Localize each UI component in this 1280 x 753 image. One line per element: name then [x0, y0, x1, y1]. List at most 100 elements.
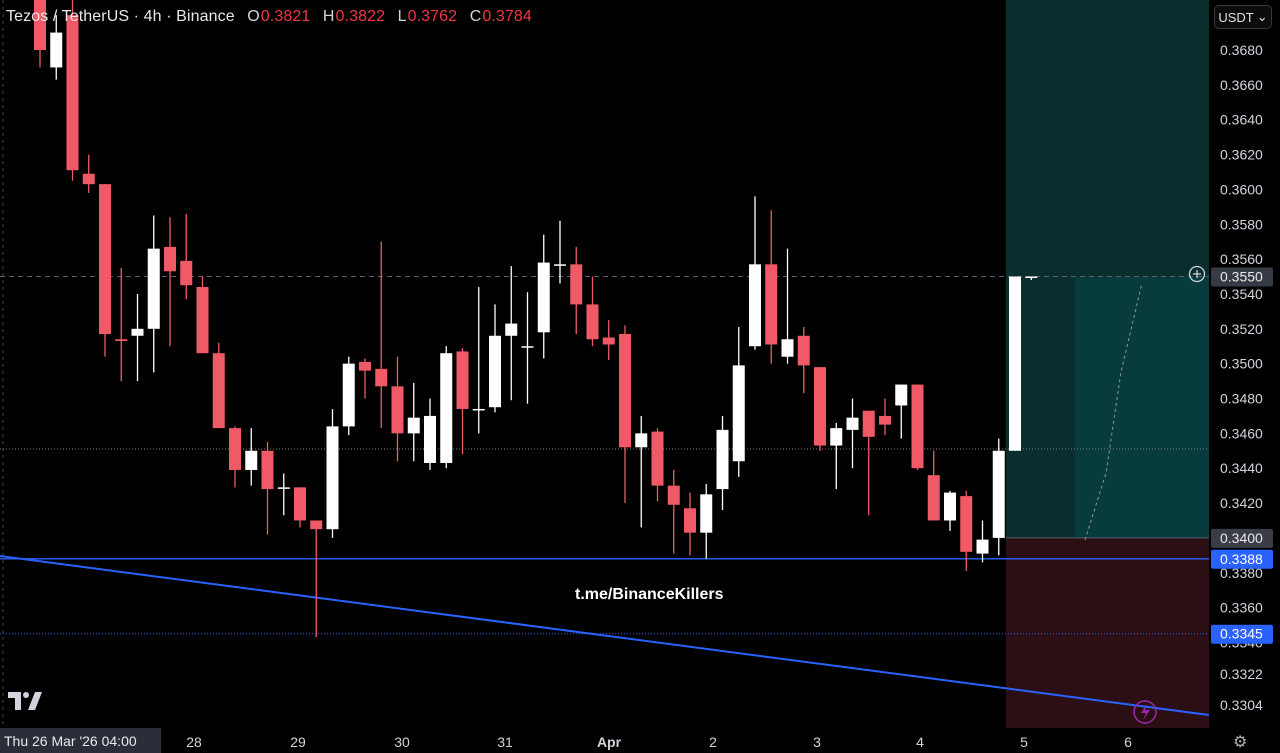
candle	[391, 356, 404, 462]
candle-body	[992, 450, 1005, 538]
candle-body	[667, 485, 680, 505]
candle	[602, 320, 615, 361]
candle-body	[342, 363, 355, 427]
candle-body	[960, 496, 973, 552]
candle-body	[229, 428, 241, 470]
candle-body	[537, 262, 550, 333]
time-tick-label: Apr	[597, 734, 622, 750]
candle-body	[294, 487, 306, 521]
position-profit-active	[1075, 276, 1209, 538]
candle-body	[245, 450, 258, 470]
candle-body	[862, 410, 875, 437]
candle	[586, 276, 599, 347]
candle-body	[716, 429, 729, 490]
candle	[472, 286, 485, 434]
open-value: 0.3821	[260, 8, 311, 25]
candle	[554, 220, 566, 284]
candle	[879, 398, 891, 436]
candle	[50, 15, 63, 80]
candle	[716, 415, 729, 511]
candle-body	[489, 335, 501, 408]
candle-body	[115, 339, 128, 341]
candle	[911, 384, 924, 470]
candle	[765, 210, 778, 364]
currency-select[interactable]: USDT ⌄	[1214, 5, 1272, 29]
candle-body	[911, 384, 924, 469]
candle	[537, 234, 550, 359]
price-axis-label: 0.3550	[1220, 269, 1263, 285]
candle	[245, 428, 258, 486]
candle	[895, 384, 908, 439]
candle-body	[424, 415, 436, 463]
candle-body	[700, 494, 713, 533]
candle-body	[164, 246, 176, 272]
candle	[82, 154, 95, 193]
time-tick-label: 28	[186, 734, 202, 750]
watermark: t.me/BinanceKillers	[575, 586, 724, 603]
candle	[635, 415, 648, 528]
candle-body	[505, 323, 518, 336]
add-alert-icon[interactable]	[1188, 265, 1206, 283]
candle-body	[732, 365, 745, 462]
time-tick-label: 30	[394, 734, 410, 750]
candle	[862, 410, 875, 516]
time-tick-label: 6	[1124, 734, 1132, 750]
candle-body	[846, 417, 859, 430]
time-tick-label: 5	[1020, 734, 1028, 750]
candle	[489, 304, 501, 413]
candle	[700, 483, 713, 559]
candle	[229, 426, 241, 488]
candle-body	[407, 417, 420, 434]
candle	[131, 293, 144, 382]
candle-body	[635, 433, 648, 448]
candle	[781, 248, 794, 364]
time-tick-label: 31	[497, 734, 513, 750]
candle	[407, 382, 420, 462]
candle-body	[797, 335, 810, 366]
candle-body	[765, 264, 778, 345]
candle-body	[277, 487, 290, 489]
price-tick-label: 0.3520	[1220, 321, 1263, 337]
price-tick-label: 0.3640	[1220, 112, 1263, 128]
candle	[521, 292, 534, 404]
candle	[261, 442, 274, 535]
tradingview-logo-icon[interactable]	[8, 692, 42, 715]
candle-body	[602, 337, 615, 345]
candle	[684, 492, 696, 556]
price-tick-label: 0.3580	[1220, 216, 1263, 232]
position-path-line	[1084, 282, 1143, 541]
candle-body	[34, 0, 46, 51]
candle-body	[391, 386, 404, 434]
price-axis-label-bg	[1211, 267, 1273, 287]
candle	[814, 367, 826, 451]
candle	[164, 217, 176, 347]
lightning-icon[interactable]	[1133, 700, 1157, 724]
price-tick-label: 0.3660	[1220, 77, 1263, 93]
candle-body	[50, 32, 63, 68]
price-tick-label: 0.3360	[1220, 600, 1263, 616]
candle	[619, 325, 631, 504]
candle	[147, 215, 160, 373]
candle-body	[554, 264, 566, 266]
candle	[570, 246, 583, 335]
price-axis-label-bg	[1211, 528, 1273, 548]
candle-body	[927, 475, 940, 521]
price-tick-label: 0.3460	[1220, 425, 1263, 441]
gear-icon[interactable]: ⚙	[1233, 734, 1248, 751]
candle-body	[830, 428, 843, 446]
candle-body	[879, 415, 891, 425]
candle	[375, 241, 388, 429]
candle	[342, 356, 355, 436]
candle-body	[521, 346, 534, 348]
price-tick-label: 0.3440	[1220, 460, 1263, 476]
candle-body	[196, 286, 209, 354]
time-axis-bg	[0, 728, 1280, 753]
candle	[944, 490, 956, 531]
candle	[1025, 276, 1038, 281]
symbol-title[interactable]: Tezos / TetherUS · 4h · Binance	[6, 8, 235, 25]
candle	[294, 487, 306, 528]
price-tick-label: 0.3620	[1220, 147, 1263, 163]
candle	[927, 450, 940, 521]
candle-body	[586, 304, 599, 340]
